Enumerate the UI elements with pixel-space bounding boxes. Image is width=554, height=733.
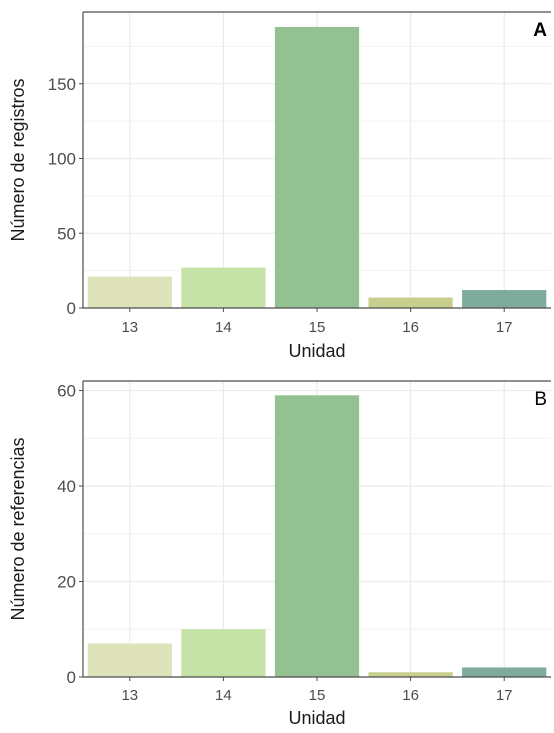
x-tick-label: 16 [402,687,419,704]
y-axis-title: Número de registros [8,78,28,241]
panel-label: B [534,389,547,410]
bar-17 [462,290,547,308]
x-tick-label: 15 [309,319,326,336]
y-tick-label: 40 [57,477,76,496]
y-axis-title: Número de referencias [8,437,28,620]
panel-a: 0 50 100 150 13 14 15 16 17 Unidad Número de regis… [8,11,551,361]
y-tick-label: 50 [57,224,76,243]
bar-15 [274,26,360,309]
bar-14 [181,267,266,308]
y-tick-label: 20 [57,573,76,592]
x-tick-label: 17 [496,687,513,704]
x-tick-label: 13 [121,319,138,336]
x-tick-label: 14 [215,319,232,336]
y-tick-label: 0 [67,299,76,318]
panel-label: A [533,20,547,41]
x-tick-label: 17 [496,319,513,336]
y-tick-label: 0 [67,668,76,687]
bar-16 [368,297,453,308]
bar-14 [181,629,266,677]
bar-13 [87,276,172,308]
y-tick-label: 150 [48,75,76,94]
x-axis-title: Unidad [288,708,345,728]
panel-b: 0 20 40 60 13 14 15 16 17 Unidad Número de referen… [8,380,551,728]
x-tick-label: 14 [215,687,232,704]
x-tick-label: 16 [402,319,419,336]
y-tick-label: 60 [57,382,76,401]
bar-15 [274,395,360,677]
x-tick-label: 13 [121,687,138,704]
x-axis-title: Unidad [288,341,345,361]
bar-16 [368,672,453,677]
y-tick-label: 100 [48,150,76,169]
bar-13 [87,643,172,677]
x-tick-label: 15 [309,687,326,704]
bar-17 [462,667,547,677]
